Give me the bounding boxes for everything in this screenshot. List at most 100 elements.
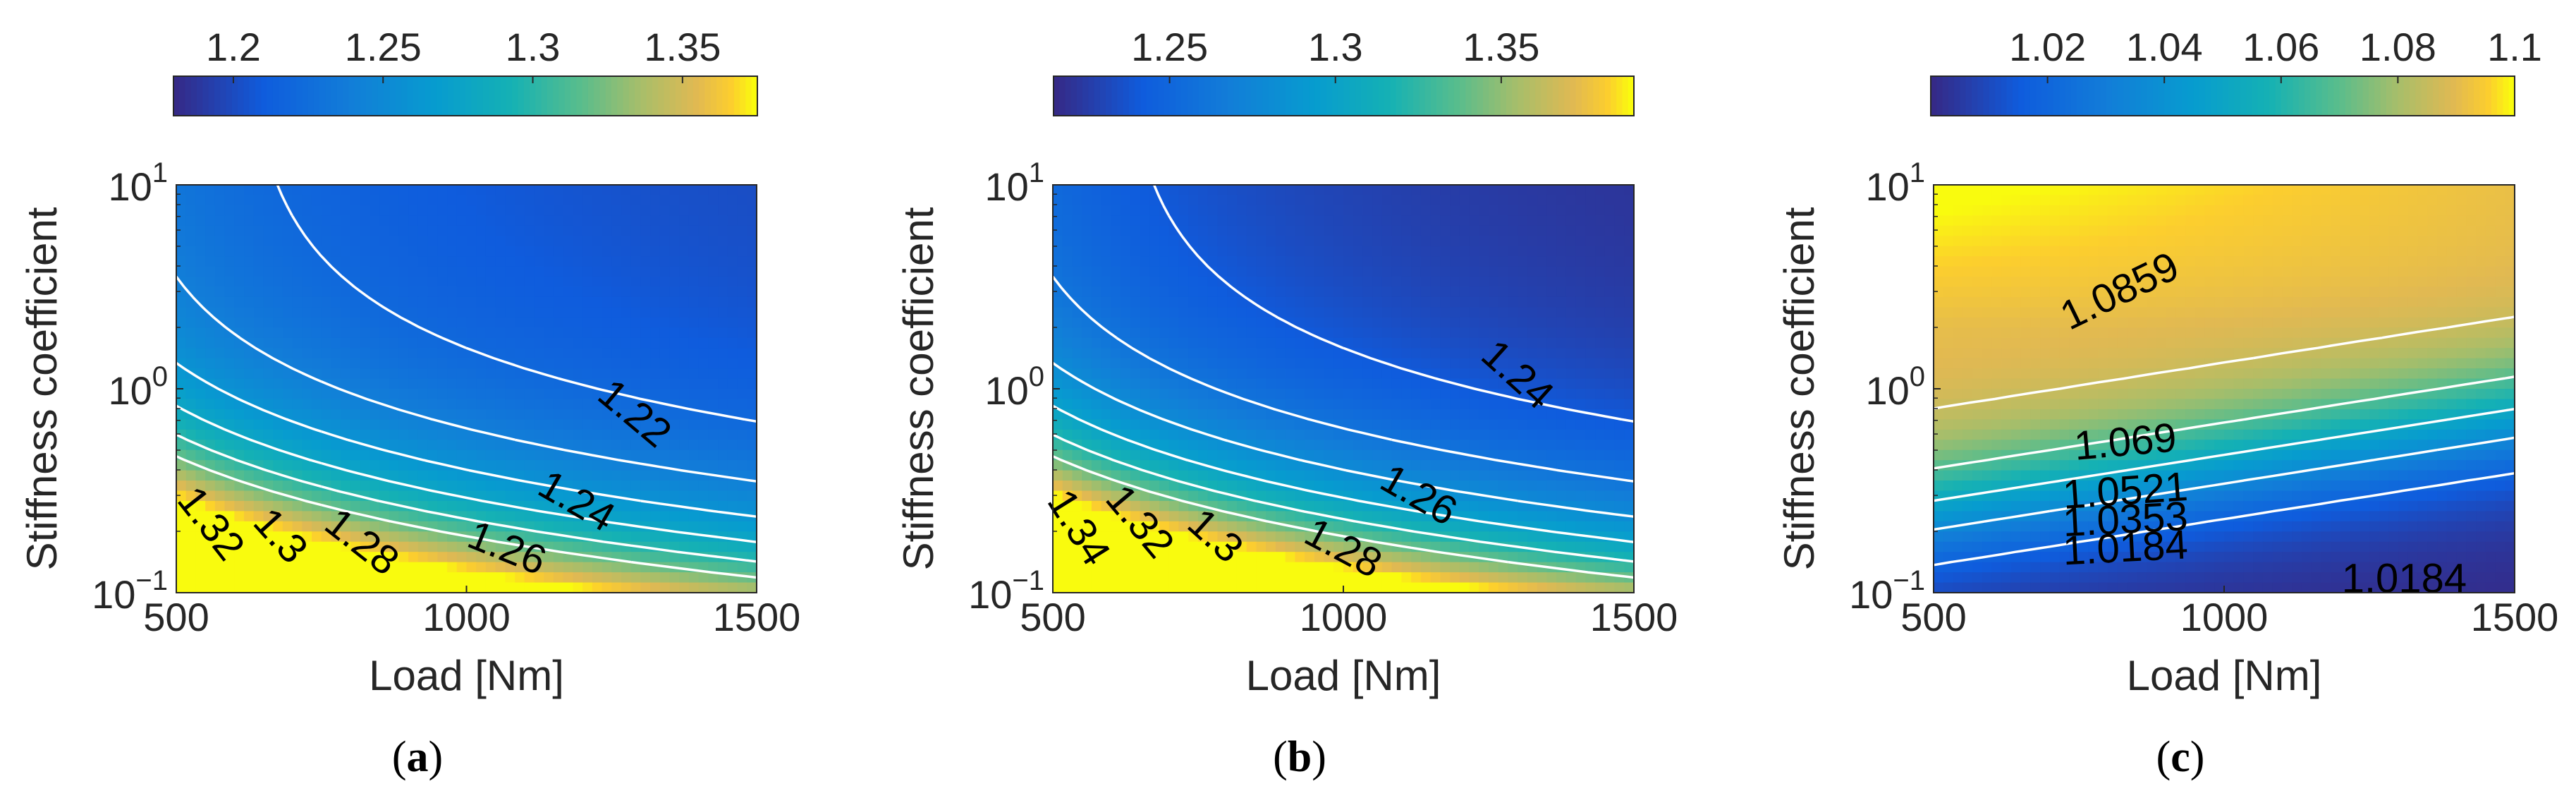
heatmap-cell [1111, 256, 1121, 267]
heatmap-cell [1575, 348, 1587, 359]
heatmap-cell [379, 358, 390, 369]
heatmap-cell [224, 215, 236, 226]
heatmap-cell [553, 460, 564, 471]
heatmap-cell [544, 205, 554, 217]
heatmap-cell [1111, 490, 1121, 502]
heatmap-cell [417, 541, 429, 552]
heatmap-cell [659, 337, 671, 349]
heatmap-cell [563, 440, 574, 451]
colorbar-segment [226, 76, 233, 116]
heatmap-cell [389, 246, 400, 257]
heatmap-cell [1479, 195, 1489, 206]
heatmap-cell [205, 511, 216, 522]
heatmap-cell [708, 307, 719, 318]
heatmap-cell [417, 562, 429, 573]
heatmap-cell [1130, 225, 1141, 237]
heatmap-cell [214, 399, 226, 410]
heatmap-cell [1420, 327, 1432, 339]
heatmap-cell [205, 500, 216, 512]
heatmap-cell [456, 409, 468, 421]
heatmap-cell [1518, 552, 1528, 563]
heatmap-cell [1207, 572, 1219, 584]
heatmap-cell [534, 419, 545, 430]
heatmap-cell [515, 195, 525, 206]
heatmap-cell [1518, 185, 1528, 196]
heatmap-cell [1537, 470, 1548, 481]
heatmap-cell [708, 511, 719, 522]
heatmap-cell [563, 409, 574, 421]
heatmap-cell [582, 195, 593, 206]
heatmap-cell [321, 225, 332, 237]
heatmap-cell [389, 225, 400, 237]
heatmap-cell [1450, 327, 1460, 339]
heatmap-cell [1207, 246, 1219, 257]
heatmap-cell [1469, 378, 1480, 389]
heatmap-cell [1053, 286, 1063, 298]
heatmap-cell [224, 440, 236, 451]
heatmap-cell [650, 429, 661, 441]
heatmap-cell [1082, 449, 1092, 461]
heatmap-cell [1353, 195, 1364, 206]
heatmap-cell [1101, 562, 1112, 573]
heatmap-cell [476, 215, 487, 226]
heatmap-cell [727, 521, 738, 533]
heatmap-cell [1595, 378, 1606, 389]
heatmap-cell [1168, 399, 1180, 410]
heatmap-cell [708, 449, 719, 461]
heatmap-cell [1343, 389, 1354, 400]
heatmap-cell [650, 572, 661, 584]
heatmap-cell [1508, 195, 1518, 206]
heatmap-cell [495, 389, 506, 400]
heatmap-cell [1295, 195, 1305, 206]
heatmap-cell [302, 246, 312, 257]
heatmap-cell [447, 205, 458, 217]
heatmap-cell [1256, 490, 1266, 502]
heatmap-cell [253, 296, 264, 308]
heatmap-cell [1469, 215, 1480, 226]
heatmap-cell [447, 225, 458, 237]
heatmap-cell [505, 480, 515, 492]
heatmap-cell [476, 256, 487, 267]
heatmap-cell [176, 296, 187, 308]
heatmap-cell [485, 205, 496, 217]
heatmap-cell [1411, 236, 1422, 247]
heatmap-cell [1411, 582, 1422, 593]
heatmap-cell [185, 277, 197, 288]
heatmap-cell [224, 327, 236, 339]
heatmap-cell [1062, 562, 1073, 573]
heatmap-cell [1575, 480, 1587, 492]
heatmap-cell [1324, 378, 1335, 389]
heatmap-cell [370, 500, 380, 512]
heatmap-cell [621, 195, 632, 206]
heatmap-cell [224, 225, 236, 237]
heatmap-cell [611, 317, 622, 329]
heatmap-cell [205, 572, 216, 584]
heatmap-cell [1188, 236, 1199, 247]
heatmap-cell [1440, 286, 1451, 298]
heatmap-cell [650, 490, 661, 502]
heatmap-cell [360, 296, 371, 308]
heatmap-cell [1372, 368, 1383, 380]
heatmap-cell [176, 480, 187, 492]
heatmap-cell [679, 225, 690, 237]
heatmap-cell [563, 236, 574, 247]
heatmap-cell [1072, 337, 1082, 349]
heatmap-cell [1333, 358, 1344, 369]
heatmap-cell [1101, 286, 1112, 298]
heatmap-cell [1256, 205, 1266, 217]
heatmap-cell [1305, 296, 1315, 308]
heatmap-cell [1595, 246, 1606, 257]
heatmap-cell [573, 185, 583, 196]
colorbar-segment [272, 76, 279, 116]
heatmap-cell [234, 215, 245, 226]
heatmap-cell [1227, 358, 1238, 369]
heatmap-cell [688, 399, 700, 410]
heatmap-cell [1381, 449, 1393, 461]
heatmap-cell [427, 215, 439, 226]
heatmap-cell [669, 317, 680, 329]
heatmap-cell [1565, 378, 1577, 389]
heatmap-cell [1295, 277, 1305, 288]
heatmap-cell [447, 440, 458, 451]
heatmap-cell [1624, 480, 1635, 492]
heatmap-cell [1053, 470, 1063, 481]
